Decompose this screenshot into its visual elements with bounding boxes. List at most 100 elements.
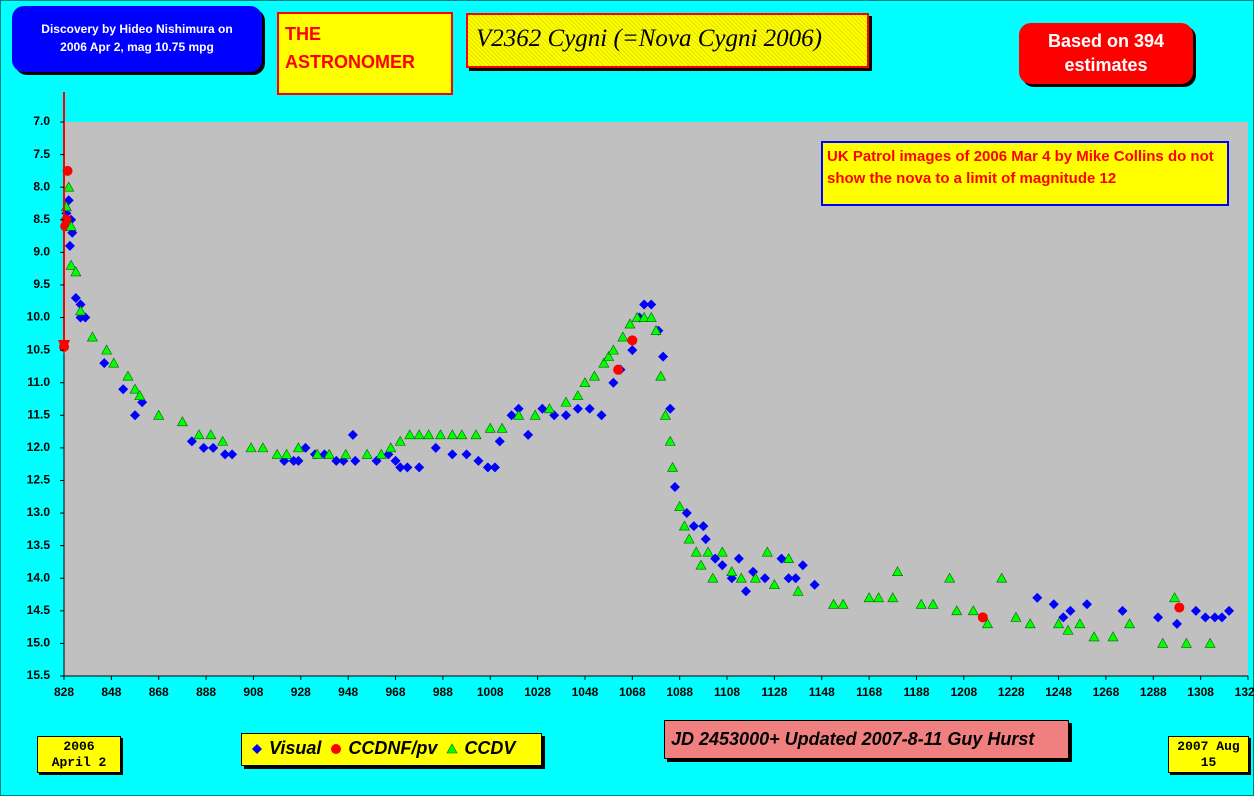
diamond-marker xyxy=(461,449,472,460)
triangle-marker xyxy=(496,422,508,433)
diamond-marker xyxy=(506,410,517,421)
triangle-marker xyxy=(588,370,600,381)
triangle-marker xyxy=(1053,618,1065,629)
triangle-marker xyxy=(63,181,75,192)
diamond-marker xyxy=(1200,612,1211,623)
triangle-marker xyxy=(529,409,541,420)
x-tick-label: 1048 xyxy=(572,685,599,699)
triangle-marker xyxy=(1180,637,1192,648)
diamond-marker xyxy=(1058,612,1069,623)
y-tick-label: 14.5 xyxy=(27,603,51,617)
x-tick-label: 1308 xyxy=(1187,685,1214,699)
legend: Visual CCDNF/pv CCDV xyxy=(241,733,542,766)
x-tick-label: 1248 xyxy=(1045,685,1072,699)
diamond-marker xyxy=(523,429,534,440)
triangle-marker xyxy=(1169,592,1181,603)
diamond-marker xyxy=(1117,605,1128,616)
circle-marker xyxy=(613,364,624,375)
legend-label: Visual xyxy=(269,738,322,758)
diamond-marker xyxy=(639,299,650,310)
diamond-marker xyxy=(665,403,676,414)
x-tick-label: 988 xyxy=(433,685,453,699)
diamond-marker xyxy=(64,240,75,251)
diamond-marker xyxy=(227,449,238,460)
triangle-marker xyxy=(768,579,780,590)
legend-label: CCDV xyxy=(464,738,516,758)
triangle-marker xyxy=(1124,618,1136,629)
diamond-marker xyxy=(130,410,141,421)
triangle-marker xyxy=(108,357,120,368)
diamond-marker xyxy=(430,442,441,453)
triangle-marker xyxy=(1010,611,1022,622)
triangle-marker xyxy=(603,351,615,361)
diamond-marker xyxy=(561,410,572,421)
triangle-marker xyxy=(413,429,425,440)
x-tick-label: 948 xyxy=(338,685,358,699)
triangle-marker xyxy=(292,442,304,453)
x-tick-label: 1188 xyxy=(903,685,929,699)
y-tick-label: 11.5 xyxy=(27,407,50,421)
triangle-marker xyxy=(598,357,610,368)
triangle-marker xyxy=(470,429,482,440)
x-tick-label: 1108 xyxy=(714,685,740,699)
diamond-marker xyxy=(1171,618,1182,629)
triangle-marker xyxy=(915,598,927,609)
diamond-marker xyxy=(1216,612,1227,623)
publisher-box: THE ASTRONOMER xyxy=(277,12,453,95)
x-tick-label: 908 xyxy=(243,685,263,699)
triangle-marker xyxy=(1062,624,1074,635)
diamond-marker xyxy=(658,351,669,362)
triangle-marker xyxy=(638,311,650,322)
triangle-marker xyxy=(617,331,629,342)
diamond-marker xyxy=(489,462,500,473)
diamond-marker xyxy=(717,560,728,571)
triangle-marker xyxy=(361,448,373,459)
triangle-marker xyxy=(1074,618,1086,629)
triangle-marker xyxy=(837,598,849,609)
x-tick-label: 1128 xyxy=(761,685,787,699)
diamond-marker xyxy=(783,573,794,584)
x-tick-label: 1028 xyxy=(524,685,551,699)
diamond-marker xyxy=(797,560,808,571)
footer: JD 2453000+ Updated 2007-8-11 Guy Hurst xyxy=(664,720,1069,759)
triangle-marker xyxy=(404,429,416,440)
triangle-marker xyxy=(1088,631,1100,642)
y-tick-label: 7.0 xyxy=(33,114,50,128)
triangle-marker xyxy=(674,500,686,511)
diamond-marker xyxy=(390,455,401,466)
y-tick-label: 11.0 xyxy=(27,375,50,389)
y-tick-label: 13.5 xyxy=(27,538,51,552)
diamond-marker xyxy=(572,403,583,414)
diamond-marker xyxy=(447,449,458,460)
diamond-marker xyxy=(759,573,770,584)
triangle-marker xyxy=(435,429,447,440)
y-tick-label: 7.5 xyxy=(33,147,50,161)
x-tick-label: 1288 xyxy=(1140,685,1167,699)
x-tick-label: 1208 xyxy=(950,685,977,699)
diamond-marker xyxy=(776,553,787,564)
triangle-marker xyxy=(543,403,555,414)
diamond-marker xyxy=(293,455,304,466)
diamond-marker xyxy=(1065,605,1076,616)
triangle-marker xyxy=(690,546,702,557)
triangle-marker xyxy=(1157,637,1169,648)
y-tick-label: 15.5 xyxy=(27,668,51,682)
marks xyxy=(59,165,1235,648)
diamond-marker xyxy=(537,403,548,414)
y-tick-label: 10.5 xyxy=(27,342,51,356)
triangle-marker xyxy=(129,383,141,394)
triangle-marker xyxy=(311,448,323,459)
triangle-marker xyxy=(678,520,690,531)
triangle-marker xyxy=(726,566,738,577)
x-tick-label: 968 xyxy=(386,685,406,699)
legend-item: Visual xyxy=(250,738,321,758)
diamond-marker xyxy=(584,403,595,414)
diamond-marker xyxy=(646,299,657,310)
diamond-marker xyxy=(733,553,744,564)
diamond-marker xyxy=(494,436,505,447)
diamond-marker xyxy=(688,521,699,532)
triangle-marker xyxy=(101,344,113,355)
triangle-marker xyxy=(86,331,98,342)
diamond-marker xyxy=(700,534,711,545)
